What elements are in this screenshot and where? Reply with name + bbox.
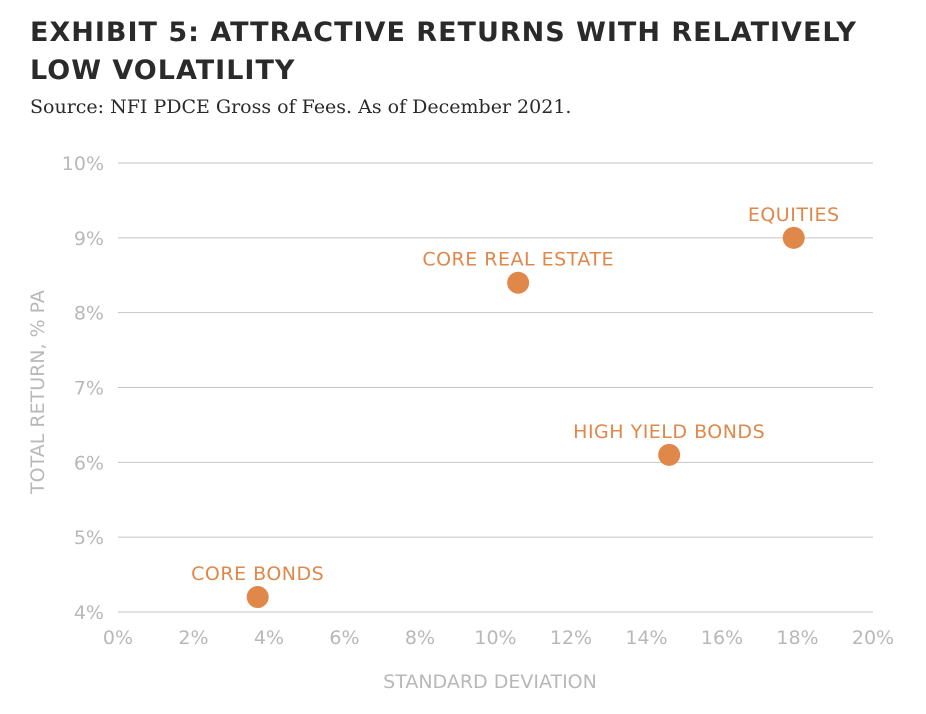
x-tick-label: 20% (852, 627, 894, 649)
x-tick-label: 0% (103, 627, 133, 649)
y-tick-label: 5% (74, 527, 104, 549)
y-tick-label: 10% (62, 153, 104, 175)
x-axis-label: STANDARD DEVIATION (383, 671, 597, 693)
data-point-label: CORE REAL ESTATE (422, 249, 614, 271)
x-tick-label: 18% (776, 627, 818, 649)
x-tick-label: 14% (625, 627, 667, 649)
data-point (246, 586, 269, 609)
data-point (782, 226, 805, 249)
x-tick-label: 16% (701, 627, 743, 649)
x-tick-label: 12% (550, 627, 592, 649)
x-tick-label: 2% (178, 627, 208, 649)
x-tick-label: 4% (254, 627, 284, 649)
data-point-label: HIGH YIELD BONDS (573, 421, 765, 443)
y-tick-label: 6% (74, 452, 104, 474)
chart-title: EXHIBIT 5: ATTRACTIVE RETURNS WITH RELAT… (30, 17, 857, 86)
data-point (507, 271, 530, 294)
chart-subtitle: Source: NFI PDCE Gross of Fees. As of De… (30, 96, 572, 118)
y-axis-label: TOTAL RETURN, % PA (27, 290, 49, 495)
y-tick-label: 7% (74, 378, 104, 400)
x-tick-label: 8% (405, 627, 435, 649)
y-tick-label: 4% (74, 602, 104, 624)
x-tick-label: 10% (474, 627, 516, 649)
data-point-label: CORE BONDS (191, 563, 324, 585)
data-point (658, 443, 681, 466)
y-tick-label: 8% (74, 303, 104, 325)
data-point-label: EQUITIES (748, 204, 840, 226)
x-tick-label: 6% (329, 627, 359, 649)
y-tick-label: 9% (74, 228, 104, 250)
